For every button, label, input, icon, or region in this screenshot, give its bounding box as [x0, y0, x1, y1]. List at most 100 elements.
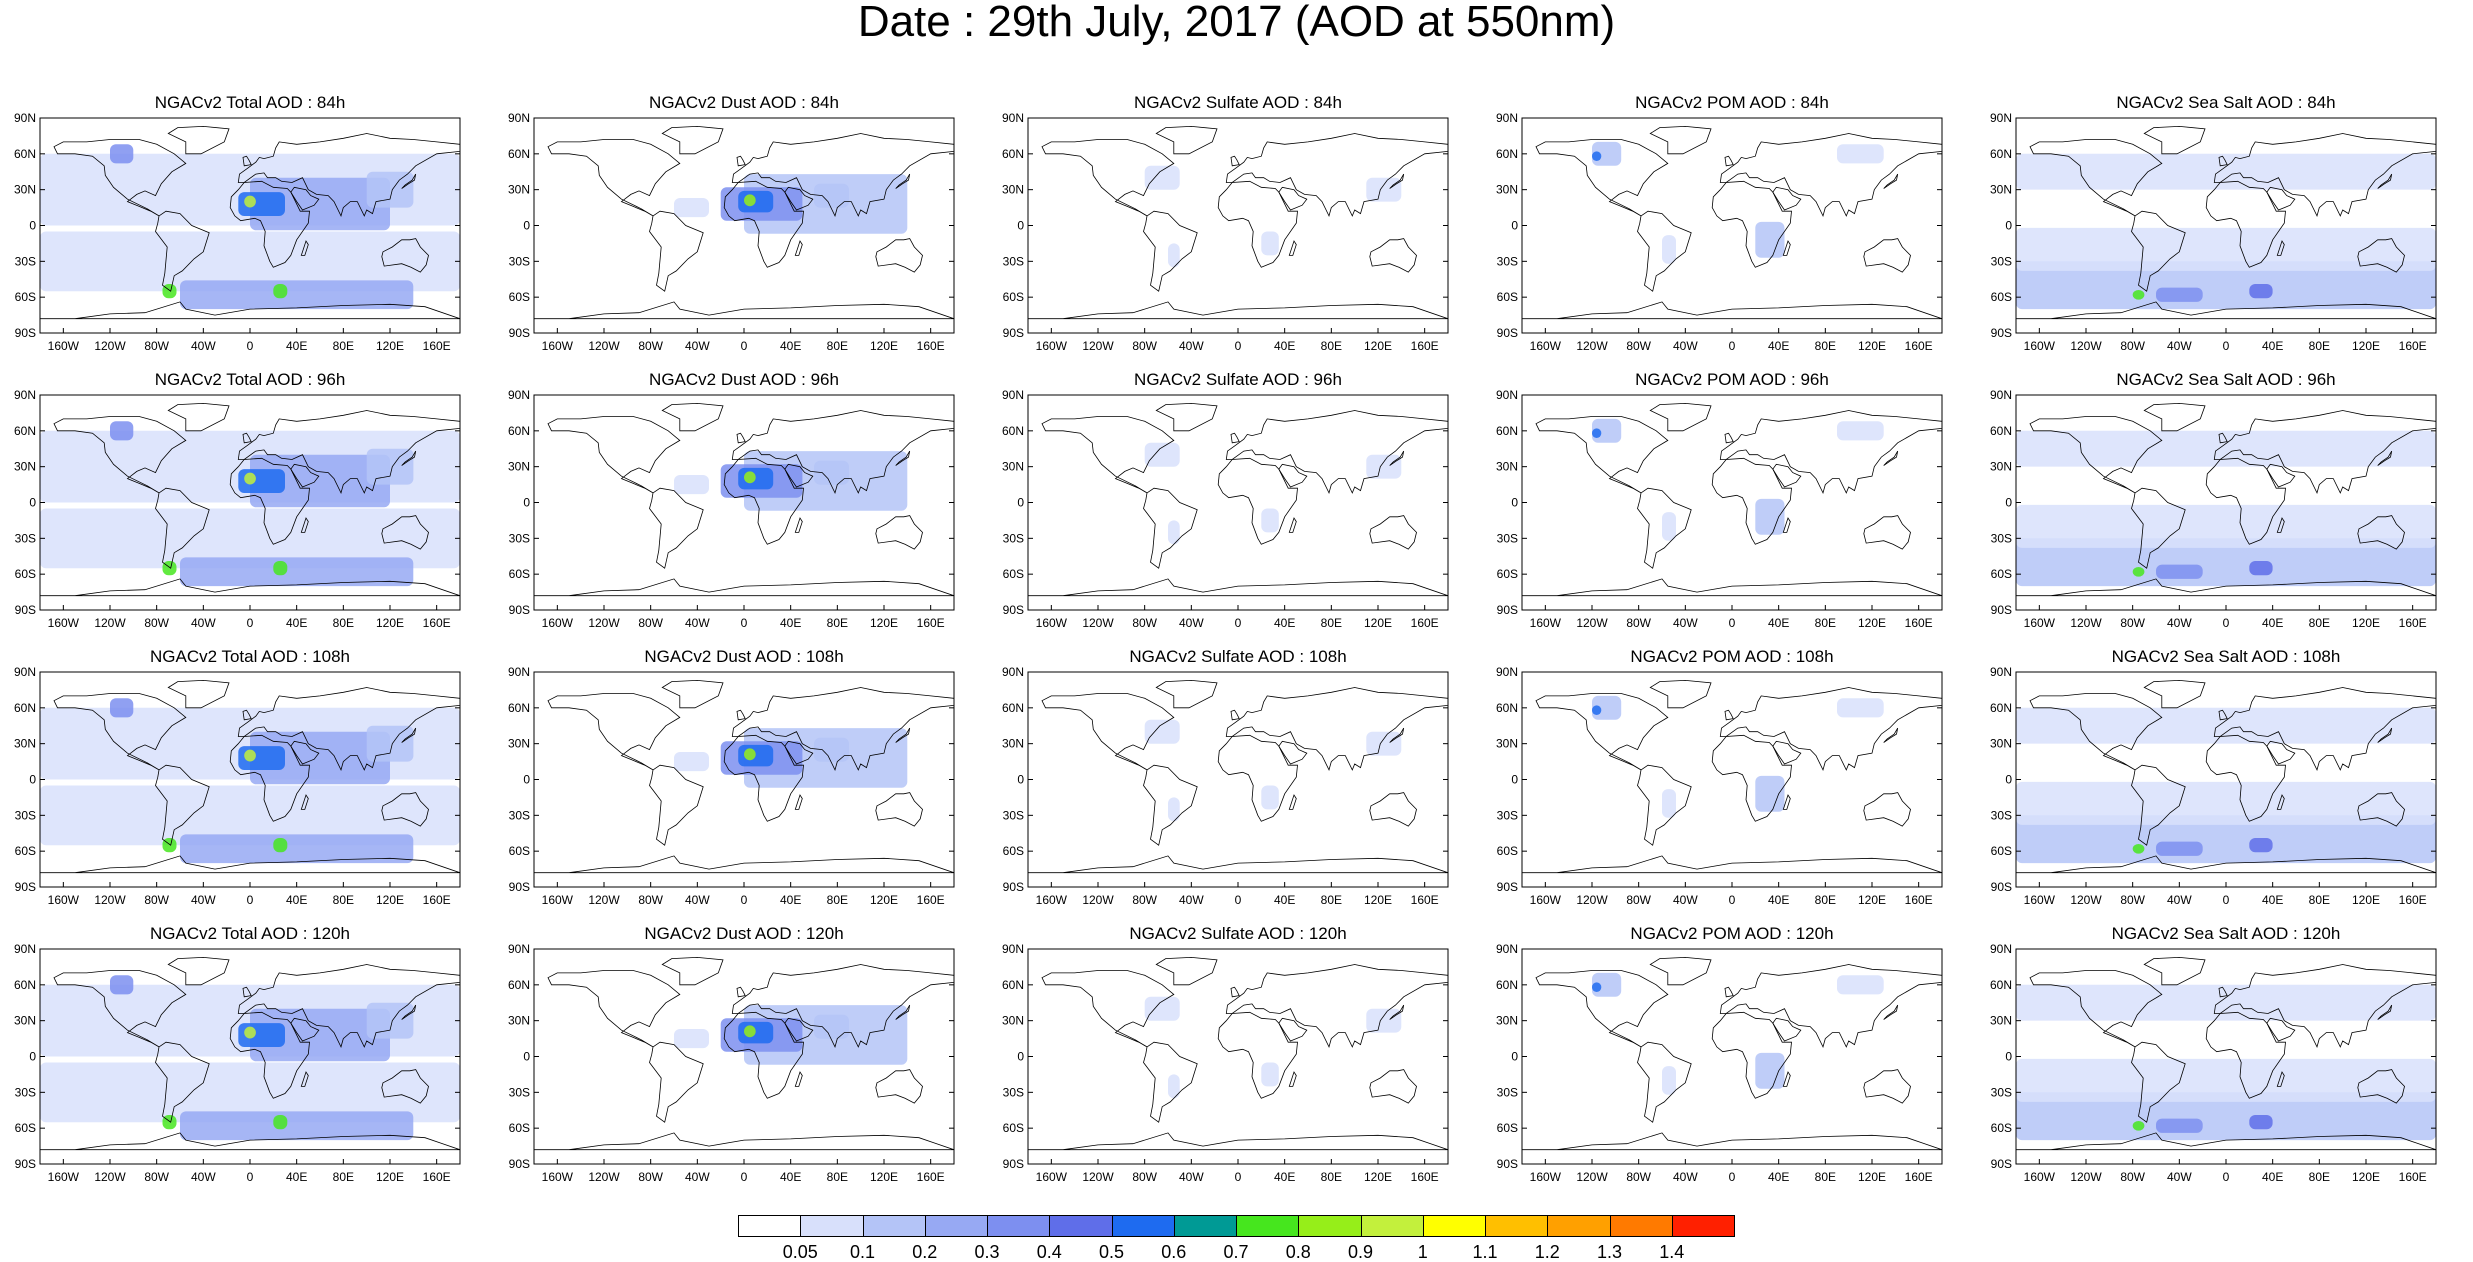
- aod-patch: [366, 725, 414, 762]
- coastline-japan: [2377, 450, 2393, 466]
- lat-label: 60N: [14, 978, 36, 992]
- aod-patch: [2156, 564, 2203, 579]
- world-map: 90N 60N 30N 0 30S 60S 90S 160W 120W 80W 40W 0 40E 80E…: [14, 388, 461, 630]
- lon-label: 160W: [2024, 893, 2056, 907]
- aod-field: [2016, 153, 2436, 310]
- aod-patch: [40, 785, 460, 846]
- lon-label: 120E: [1858, 1170, 1886, 1184]
- lon-label: 40W: [1179, 1170, 1204, 1184]
- coastline-arabia: [1278, 463, 1308, 488]
- lon-label: 40W: [1673, 339, 1698, 353]
- coastline-africa: [2205, 1011, 2286, 1099]
- aod-patch: [1837, 698, 1884, 718]
- aod-patch: [738, 1021, 774, 1044]
- lon-label: 0: [2223, 339, 2230, 353]
- coastline-arabia: [290, 1017, 320, 1042]
- coastlines: [2016, 956, 2436, 1151]
- lon-label: 40W: [685, 616, 710, 630]
- lat-label: 90N: [14, 111, 36, 125]
- lat-label: 0: [1511, 219, 1518, 233]
- coastline-samerica: [649, 210, 704, 292]
- coastlines: [1028, 956, 1448, 1151]
- lat-label: 30N: [508, 183, 530, 197]
- lat-label: 30S: [1003, 531, 1024, 545]
- lat-label: 60S: [1497, 567, 1518, 581]
- colorbar-label: 0.6: [1161, 1242, 1187, 1262]
- coastline-samerica: [155, 1041, 210, 1123]
- coastline-namerica: [1535, 139, 1669, 217]
- lat-label: 90N: [508, 111, 530, 125]
- coastline-australia: [2357, 238, 2405, 273]
- lat-label: 90S: [1497, 880, 1518, 894]
- map-panel-pom-96h: NGACv2 POM AOD : 96h 90N 60N 30N 0 30S 60S 90S 1…: [1482, 277, 1943, 630]
- map-panel-dust-96h: NGACv2 Dust AOD : 96h 90N 60N 30N 0 30S 60S 90S…: [494, 277, 955, 630]
- coastlines: [40, 679, 460, 874]
- lat-label: 90N: [1496, 942, 1518, 956]
- coastline-namerica: [53, 139, 187, 217]
- panel-title: NGACv2 POM AOD : 84h: [1635, 93, 1829, 112]
- lon-label: 160E: [2399, 1170, 2427, 1184]
- lon-label: 120E: [1364, 616, 1392, 630]
- lat-label: 30N: [508, 1014, 530, 1028]
- coastline-greenland: [1649, 402, 1712, 432]
- coastline-arabia: [784, 740, 814, 765]
- lon-label: 80E: [1815, 1170, 1836, 1184]
- lon-label: 40E: [1274, 1170, 1295, 1184]
- lat-label: 90S: [1003, 603, 1024, 617]
- lat-label: 60N: [508, 701, 530, 715]
- lat-label: 30S: [1497, 254, 1518, 268]
- colorbar-cell: [1173, 1215, 1237, 1237]
- panel-title: NGACv2 Sea Salt AOD : 120h: [2111, 924, 2341, 943]
- coastline-namerica: [1041, 139, 1175, 217]
- lon-label: 40E: [1274, 893, 1295, 907]
- lat-label: 90N: [1990, 665, 2012, 679]
- coastline-namerica: [1041, 693, 1175, 771]
- coastline-antarctica: [534, 578, 954, 597]
- coastline-madagascar: [794, 517, 803, 533]
- coastline-madagascar: [1782, 517, 1791, 533]
- lon-label: 40E: [2262, 339, 2283, 353]
- coastline-japan: [401, 173, 417, 189]
- coastline-arabia: [2266, 186, 2296, 211]
- colorbar-cell: [1609, 1215, 1673, 1237]
- coastline-samerica: [1143, 487, 1198, 569]
- coastline-namerica: [547, 970, 681, 1048]
- lat-label: 30S: [509, 531, 530, 545]
- coastline-japan: [1883, 727, 1899, 743]
- coastline-namerica: [547, 139, 681, 217]
- lon-label: 0: [1729, 893, 1736, 907]
- lon-label: 160W: [2024, 339, 2056, 353]
- coastline-africa: [723, 1011, 804, 1099]
- aod-patch: [1261, 231, 1279, 256]
- lat-label: 60N: [1002, 424, 1024, 438]
- lon-label: 80W: [1626, 1170, 1651, 1184]
- lat-label: 0: [523, 219, 530, 233]
- coastline-africa: [1711, 734, 1792, 822]
- coastline-australia: [875, 1069, 923, 1104]
- coastline-eurasia: [731, 964, 954, 1049]
- lon-label: 80W: [1626, 339, 1651, 353]
- lat-label: 0: [29, 219, 36, 233]
- aod-field: [2016, 430, 2436, 587]
- lat-label: 30S: [15, 808, 36, 822]
- lon-label: 120W: [94, 616, 126, 630]
- lon-label: 80W: [1132, 616, 1157, 630]
- coastline-greenland: [1155, 125, 1218, 155]
- coastline-arabia: [784, 1017, 814, 1042]
- lon-label: 160E: [1905, 616, 1933, 630]
- coastlines: [534, 402, 954, 597]
- lon-label: 40W: [191, 616, 216, 630]
- coastline-greenland: [1155, 679, 1218, 709]
- lon-label: 0: [1235, 1170, 1242, 1184]
- lon-label: 40E: [2262, 616, 2283, 630]
- coastline-africa: [723, 457, 804, 545]
- coastline-greenland: [2143, 679, 2206, 709]
- coastline-eurasia: [731, 133, 954, 218]
- panel-title: NGACv2 Sulfate AOD : 108h: [1129, 647, 1347, 666]
- coastlines: [534, 125, 954, 320]
- lat-label: 90S: [1003, 1157, 1024, 1171]
- lon-label: 80E: [333, 616, 354, 630]
- lon-label: 0: [247, 1170, 254, 1184]
- lon-label: 40E: [780, 339, 801, 353]
- coastline-australia: [2357, 515, 2405, 550]
